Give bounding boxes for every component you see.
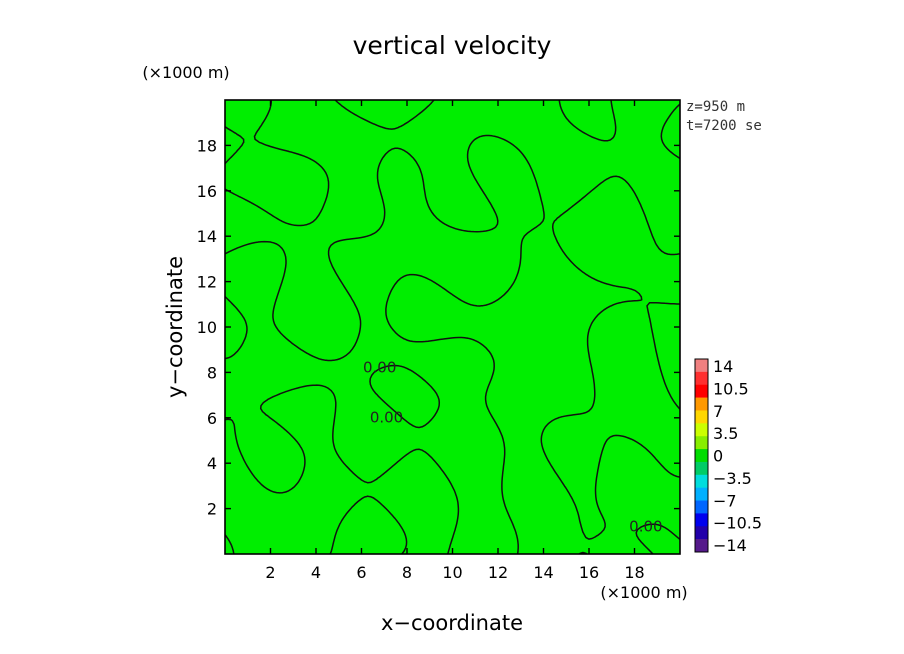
y-tick-label: 4 [207, 454, 217, 473]
x-tick-label: 2 [265, 563, 275, 582]
colorbar-label: −3.5 [713, 469, 752, 488]
x-axis-unit: (×1000 m) [600, 583, 687, 602]
colorbar-swatch [695, 487, 708, 501]
x-tick-label: 12 [488, 563, 508, 582]
x-tick-label: 4 [311, 563, 321, 582]
y-axis-label: y−coordinate [163, 256, 187, 398]
colorbar-swatch [695, 461, 708, 476]
colorbar-label: 14 [713, 357, 733, 376]
colorbar-label: 10.5 [713, 379, 749, 398]
colorbar-swatch [695, 410, 708, 424]
colorbar-swatch [695, 539, 708, 553]
colorbar-label: −10.5 [713, 514, 762, 533]
colorbar-swatch [695, 397, 708, 411]
colorbar-swatch [695, 371, 708, 386]
y-tick-label: 2 [207, 500, 217, 519]
x-tick-label: 16 [579, 563, 599, 582]
colorbar-swatch [695, 526, 708, 540]
x-tick-label: 18 [624, 563, 644, 582]
colorbar-swatch [695, 474, 708, 488]
contour-label: 0.00 [629, 517, 662, 535]
y-tick-label: 16 [197, 182, 217, 201]
y-tick-label: 12 [197, 273, 217, 292]
colorbar-label: 7 [713, 402, 723, 421]
x-tick-label: 8 [402, 563, 412, 582]
colorbar-frame [694, 358, 709, 553]
zero-contour [225, 100, 680, 554]
y-tick-label: 14 [197, 227, 217, 246]
y-tick-label: 10 [197, 318, 217, 337]
x-tick-label: 14 [533, 563, 553, 582]
colorbar-swatch [695, 436, 708, 450]
colorbar-label: 3.5 [713, 424, 738, 443]
colorbar-label: 0 [713, 447, 723, 466]
colorbar-swatch [695, 449, 708, 463]
z-level-annotation: z=950 m [686, 99, 745, 115]
y-axis-unit: (×1000 m) [142, 63, 229, 82]
x-axis-label: x−coordinate [381, 611, 523, 635]
y-tick-label: 18 [197, 136, 217, 155]
colorbar-swatch [695, 500, 708, 514]
contour-label: 0.00 [370, 408, 403, 426]
colorbar-swatch [695, 513, 708, 527]
x-tick-label: 10 [442, 563, 462, 582]
colorbar-swatch [695, 423, 708, 437]
contour-lines [225, 100, 680, 554]
colorbar: 14 10.5 7 3.5 0 −3.5 −7 −10.5 −14 [694, 357, 762, 555]
x-tick-label: 6 [356, 563, 366, 582]
colorbar-label: −7 [713, 491, 737, 510]
colorbar-swatch [695, 359, 708, 373]
y-tick-label: 8 [207, 363, 217, 382]
contour-labels: 0.00 0.00 0.00 [363, 358, 663, 535]
axis-ticks: 2 4 6 8 10 12 14 16 18 2 4 6 8 10 12 14 16 18 [197, 100, 680, 582]
contour-label: 0.00 [363, 358, 396, 376]
colorbar-label: −14 [713, 536, 747, 555]
chart-title: vertical velocity [353, 31, 552, 60]
y-tick-label: 6 [207, 409, 217, 428]
colorbar-swatch [695, 384, 708, 398]
time-annotation: t=7200 se [686, 118, 762, 134]
